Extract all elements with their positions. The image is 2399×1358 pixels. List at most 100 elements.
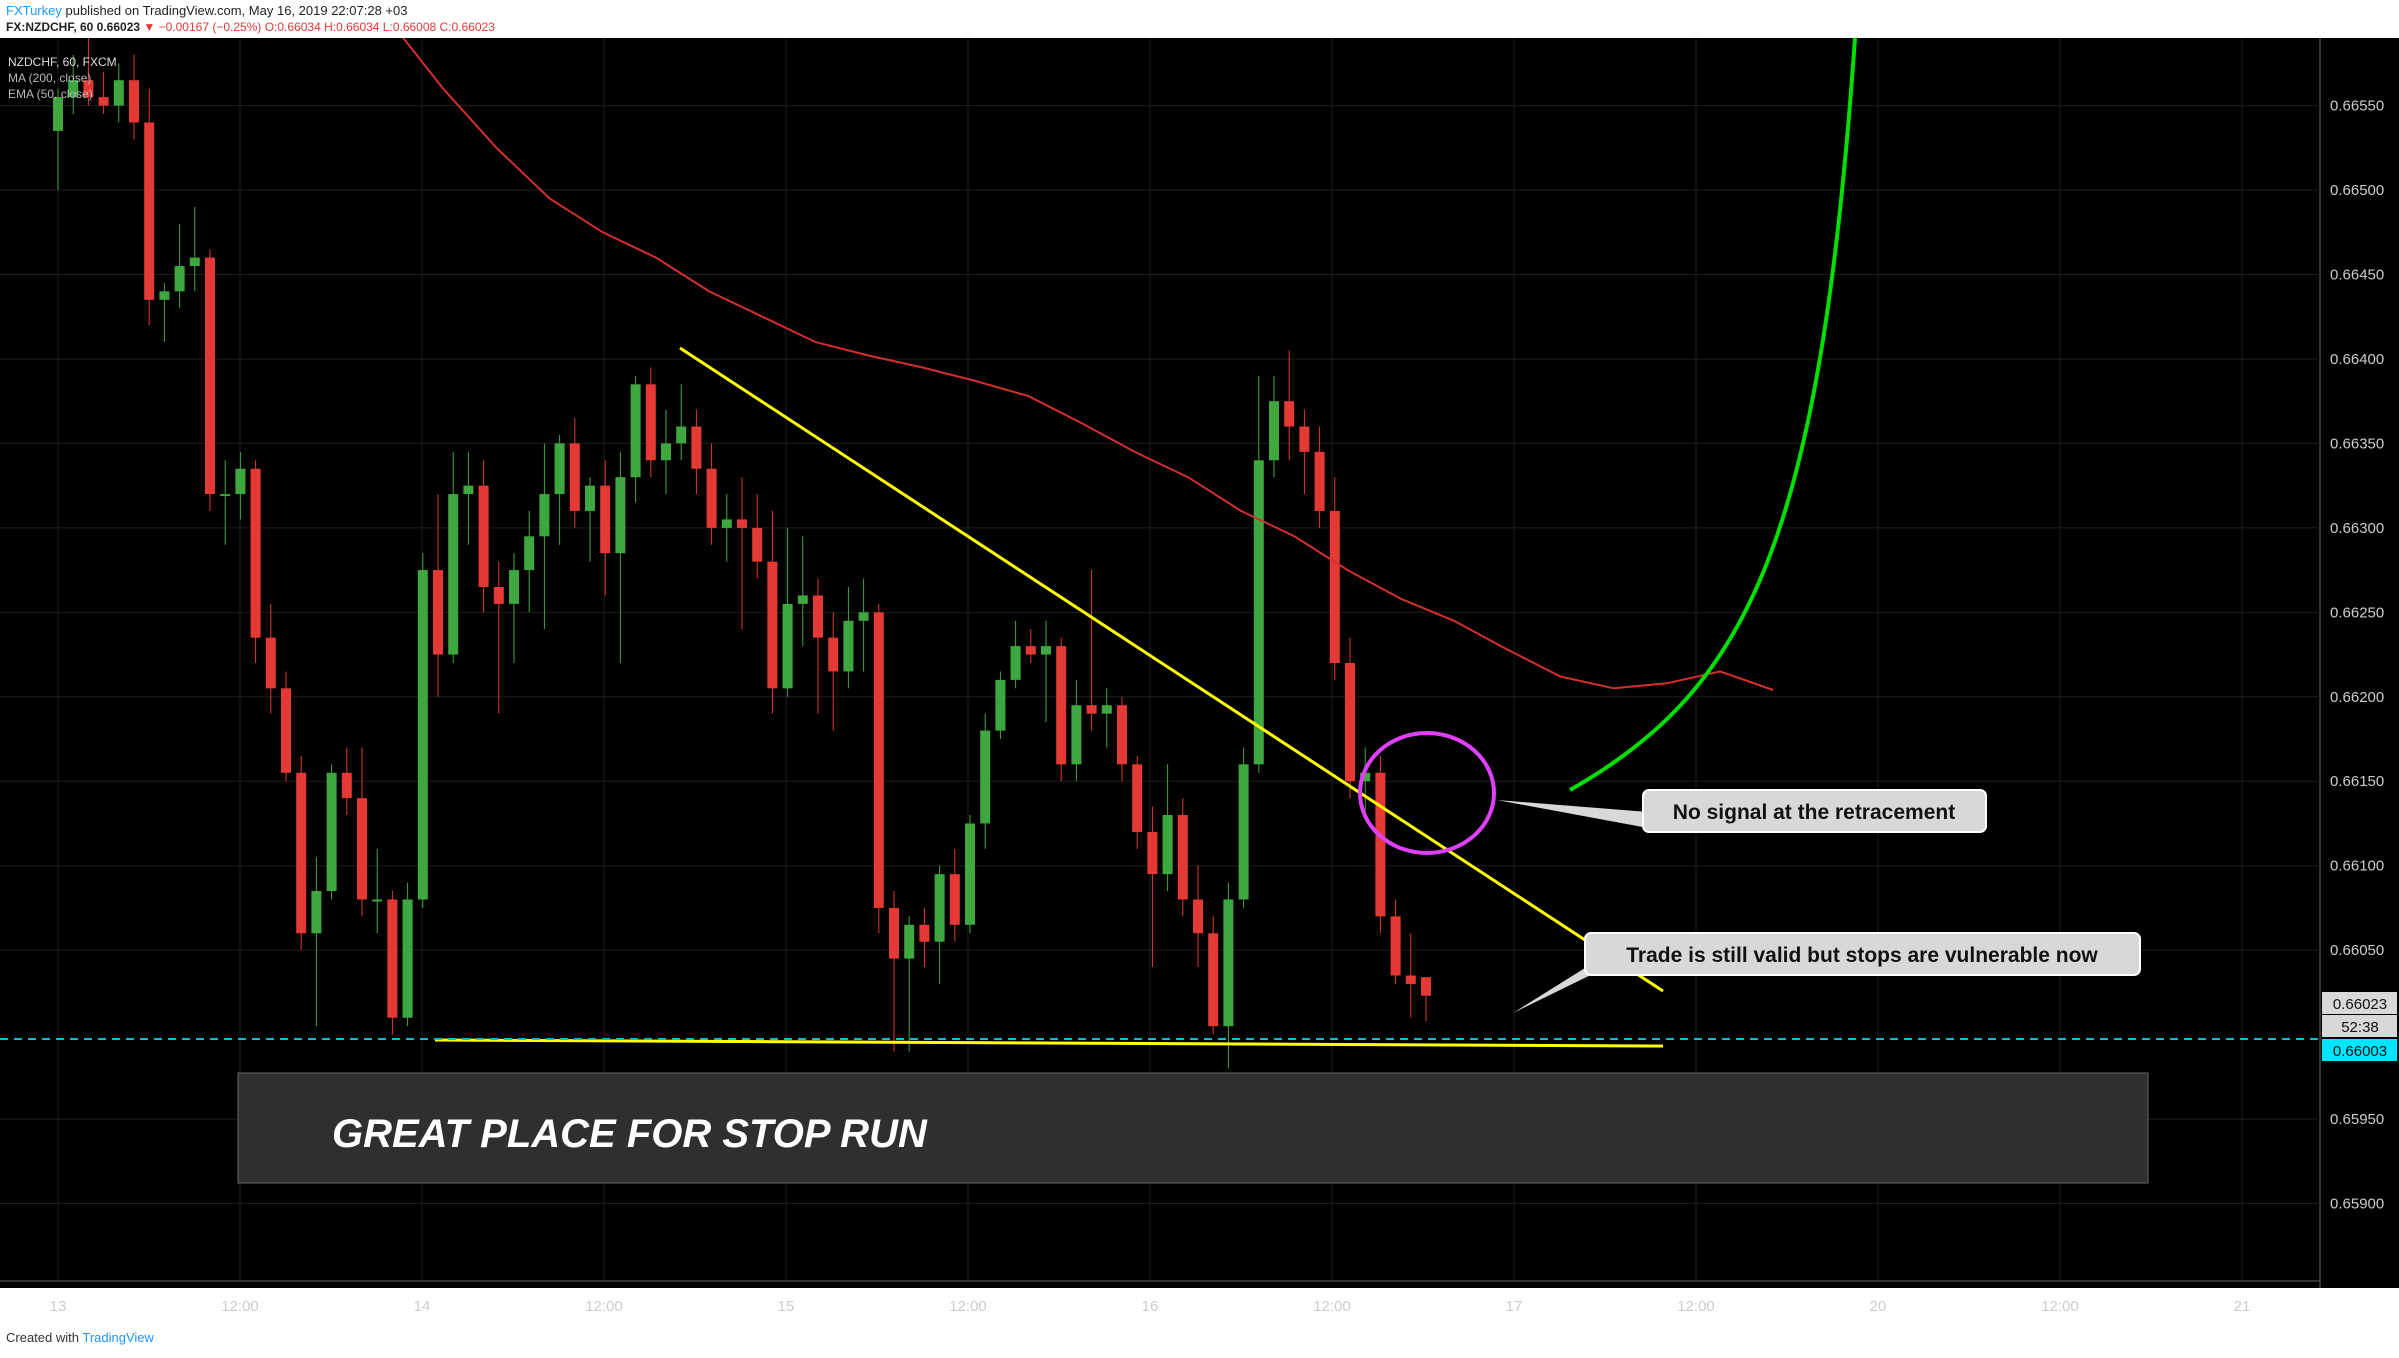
callout2-text: Trade is still valid but stops are vulne… [1626, 944, 2098, 967]
price-tick-label: 0.66050 [2330, 942, 2384, 959]
price-axis[interactable]: 0.66550 0.66500 0.66450 0.66400 0.66350 0.663… [2330, 98, 2384, 1213]
price-chart[interactable]: GREAT PLACE FOR STOP RUN No signal at th… [0, 38, 2399, 1328]
candle-body [813, 595, 823, 638]
publish-line: FXTurkey published on TradingView.com, M… [6, 3, 495, 19]
candle-body [661, 443, 671, 461]
price-tick-label: 0.66350 [2330, 435, 2384, 452]
candle-body [767, 561, 778, 689]
candle-body [1360, 772, 1371, 782]
author-link[interactable]: FXTurkey [6, 3, 62, 18]
candle-body [1223, 899, 1234, 1027]
published-text: published on TradingView.com, May 16, 20… [65, 3, 408, 18]
ohlc-values: O:0.66034 H:0.66034 L:0.66008 C:0.66023 [264, 20, 495, 34]
projection-curve[interactable] [1569, 38, 1857, 792]
price-axis-panel [2320, 38, 2399, 1288]
candle-body [341, 772, 352, 799]
legend-ema: EMA (50, close) [8, 87, 93, 101]
price-tick-label: 0.66550 [2330, 98, 2384, 115]
candle-body [98, 97, 109, 106]
candle-body [174, 266, 185, 292]
candle-body [585, 485, 595, 511]
candle-body [873, 612, 884, 908]
time-tick-label: 17 [1506, 1298, 1523, 1315]
time-tick-label: 16 [1142, 1298, 1159, 1315]
candle-body [433, 570, 443, 655]
candle-body [1071, 705, 1082, 765]
candle-body [797, 595, 808, 604]
candle-body [1253, 460, 1264, 765]
price-tick-label: 0.66100 [2330, 858, 2384, 875]
candle-body [889, 907, 899, 959]
candle-body [1329, 510, 1340, 663]
candle-body [737, 519, 747, 528]
candle-body [965, 823, 975, 925]
tradingview-brand[interactable]: TradingView [82, 1330, 154, 1345]
candle-body [1390, 916, 1401, 976]
candle-body [144, 122, 155, 300]
price-tick-label: 0.65950 [2330, 1111, 2384, 1128]
ema-line [389, 38, 1774, 691]
candle-body [68, 80, 79, 98]
candle-body [554, 443, 565, 495]
candle-body [828, 637, 839, 672]
candle-body [949, 874, 960, 925]
candle-body [1405, 975, 1416, 984]
candle-body [250, 468, 261, 638]
candle-body [281, 688, 291, 773]
callout-trade-valid[interactable]: Trade is still valid but stops are vulne… [1513, 932, 2141, 1013]
stop-run-box [237, 1072, 2149, 1184]
time-tick-label: 12:00 [1677, 1298, 1715, 1315]
countdown-label: 52:38 [2341, 1019, 2379, 1036]
retracement-circle[interactable] [1358, 731, 1496, 855]
time-tick-label: 13 [50, 1298, 67, 1315]
legend-ma: MA (200, close) [8, 71, 91, 85]
descending-trendline[interactable] [679, 346, 1664, 993]
candle-body [220, 494, 231, 497]
candle-body [1375, 772, 1386, 917]
candle-body [630, 384, 641, 478]
candle-body [296, 772, 307, 934]
candle-body [265, 637, 276, 689]
time-tick-label: 12:00 [949, 1298, 987, 1315]
candle-body [493, 586, 504, 604]
candle-body [752, 527, 763, 562]
candle-body [372, 899, 383, 902]
candle-body [524, 536, 535, 571]
support-trendline[interactable] [434, 1038, 1664, 1048]
candle-body [980, 730, 991, 824]
candle-body [1041, 646, 1051, 655]
callout1-text: No signal at the retracement [1673, 801, 1955, 824]
candle-body [569, 443, 580, 511]
candle-body [676, 426, 687, 444]
stop-run-label: GREAT PLACE FOR STOP RUN [332, 1112, 928, 1156]
candle-body [995, 679, 1006, 731]
price-labels: 0.66023 52:38 0.66003 [2322, 992, 2397, 1061]
time-axis[interactable]: 13 12:00 14 12:00 15 12:00 16 12:00 17 12:00 20 12:… [50, 1298, 2251, 1315]
price-tick-label: 0.66250 [2330, 604, 2384, 621]
candle-body [1269, 401, 1279, 461]
candle-body [600, 485, 611, 554]
callout-retracement[interactable]: No signal at the retracement [1497, 789, 1987, 833]
countdown-tag [2322, 1015, 2397, 1037]
price-tick-label: 0.66300 [2330, 520, 2384, 537]
candle-body [934, 874, 945, 942]
time-tick-label: 12:00 [221, 1298, 259, 1315]
callout1-pointer [1497, 800, 1648, 828]
candle-body [235, 468, 246, 495]
candle-body [706, 468, 717, 528]
candle-body [189, 257, 200, 267]
last-price-label: 0.66023 [2333, 996, 2387, 1013]
price-tick-label: 0.66200 [2330, 689, 2384, 706]
price-tick-label: 0.65900 [2330, 1196, 2384, 1213]
drawings-layer [0, 38, 2320, 1048]
candle-body [478, 485, 489, 587]
last-price-tag [2322, 992, 2397, 1014]
candle-body [691, 426, 702, 469]
chart-legend: NZDCHF, 60, FXCM MA (200, close) EMA (50… [8, 55, 117, 101]
candle-body [721, 519, 732, 528]
candle-body [448, 494, 459, 655]
candle-body [1284, 401, 1295, 427]
time-tick-label: 21 [2234, 1298, 2251, 1315]
time-tick-label: 12:00 [1313, 1298, 1351, 1315]
candle-body [205, 257, 215, 495]
